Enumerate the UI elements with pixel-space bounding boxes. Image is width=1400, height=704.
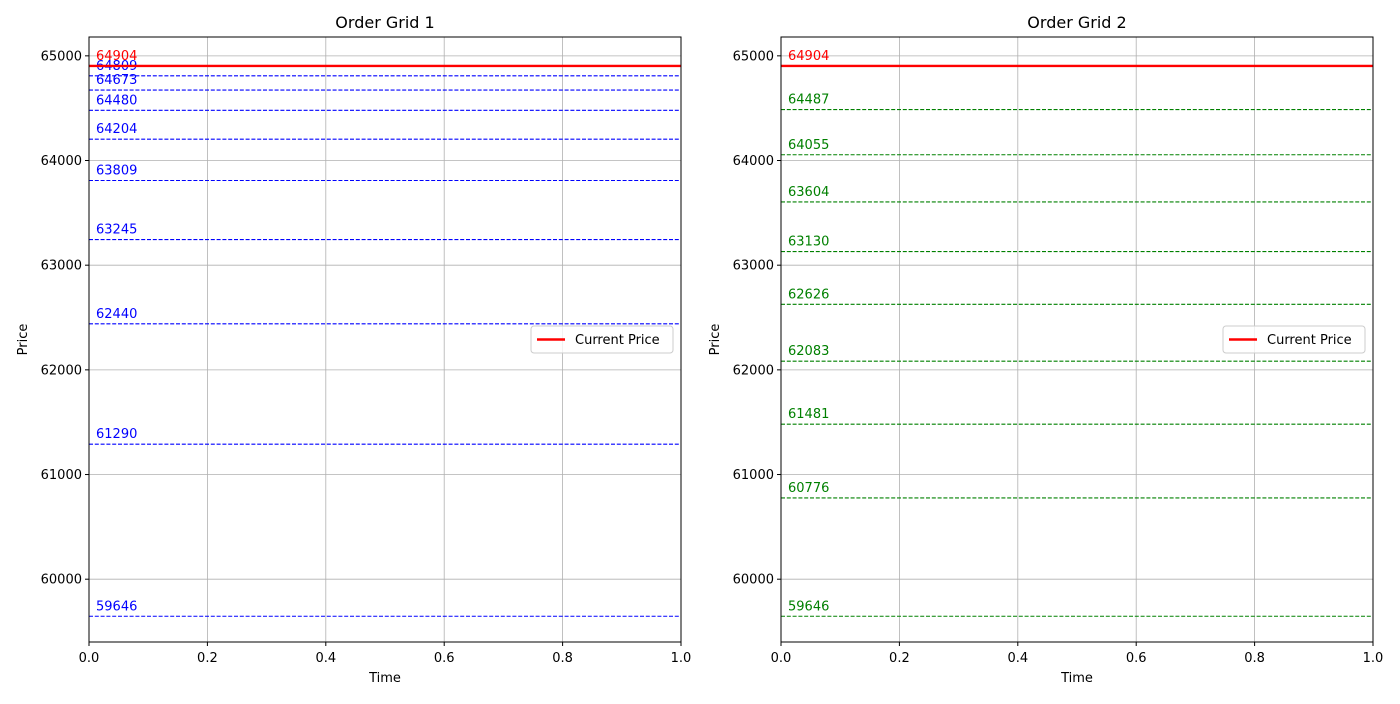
chart-2-order-level-label-0: 64487 — [788, 93, 829, 108]
chart-1-y-tick-label-2: 62000 — [41, 363, 82, 378]
chart-1-legend: Current Price — [530, 325, 674, 354]
chart-1-y-tick-label-5: 65000 — [41, 49, 82, 64]
chart-2-legend-label: Current Price — [1267, 333, 1352, 348]
chart-1-y-axis-label: Price — [16, 324, 31, 356]
chart-2-panel: 64487 64055 63604 63130 62626 62083 61481 60776… — [708, 13, 1383, 686]
chart-1-y-tick-label-4: 64000 — [41, 154, 82, 169]
chart-2-x-tick-label-2: 0.4 — [1007, 651, 1028, 666]
chart-2-x-tick-label-4: 0.8 — [1244, 651, 1265, 666]
chart-1-x-tick-label-2: 0.4 — [315, 651, 336, 666]
chart-2-x-tick-label-0: 0.0 — [771, 651, 792, 666]
chart-2-y-axis-label: Price — [708, 324, 723, 356]
chart-1-order-level-label-1: 64673 — [96, 73, 137, 88]
chart-2-order-level-label-7: 60776 — [788, 481, 829, 496]
chart-1-x-tick-label-3: 0.6 — [434, 651, 455, 666]
chart-2-y-tick-label-3: 63000 — [733, 259, 774, 274]
chart-2-order-level-label-8: 59646 — [788, 599, 829, 614]
chart-2-order-level-label-4: 62626 — [788, 287, 829, 302]
chart-1-y-tick-label-0: 60000 — [41, 573, 82, 588]
chart-2-y-tick-label-2: 62000 — [733, 363, 774, 378]
chart-1-order-level-label-7: 61290 — [96, 427, 137, 442]
chart-1-order-level-label-4: 63809 — [96, 164, 137, 179]
chart-1-current-price-label: 64904 — [96, 49, 137, 64]
chart-1-order-level-label-6: 62440 — [96, 307, 137, 322]
chart-2-title: Order Grid 2 — [1027, 13, 1126, 32]
chart-1-x-tick-label-0: 0.0 — [79, 651, 100, 666]
chart-1-axes-frame — [88, 36, 682, 643]
chart-1-x-axis-label: Time — [368, 671, 401, 686]
chart-2-legend-box — [1222, 325, 1366, 354]
chart-2-order-level-label-1: 64055 — [788, 138, 829, 153]
chart-2-x-tick-label-1: 0.2 — [889, 651, 910, 666]
chart-2-current-price-label: 64904 — [788, 49, 829, 64]
chart-1-order-level-label-2: 64480 — [96, 93, 137, 108]
chart-1-order-level-label-3: 64204 — [96, 122, 137, 137]
chart-1-legend-label: Current Price — [575, 333, 660, 348]
chart-2-order-level-label-3: 63130 — [788, 235, 829, 250]
chart-2-y-tick-label-1: 61000 — [733, 468, 774, 483]
chart-1-y-tick-label-1: 61000 — [41, 468, 82, 483]
chart-1-legend-box — [530, 325, 674, 354]
chart-2-y-tick-label-0: 60000 — [733, 573, 774, 588]
chart-1-order-level-label-8: 59646 — [96, 599, 137, 614]
chart-1-y-tick-label-3: 63000 — [41, 259, 82, 274]
chart-2-x-tick-label-3: 0.6 — [1126, 651, 1147, 666]
chart-1-x-tick-label-5: 1.0 — [671, 651, 692, 666]
chart-2-axes-frame — [780, 36, 1374, 643]
chart-2-y-tick-label-4: 64000 — [733, 154, 774, 169]
chart-2-order-level-label-2: 63604 — [788, 185, 829, 200]
chart-2-order-level-label-6: 61481 — [788, 407, 829, 422]
chart-2-order-level-label-5: 62083 — [788, 344, 829, 359]
chart-1-panel: 6480964673644806420463809632456244061290… — [16, 13, 691, 686]
chart-1-title: Order Grid 1 — [335, 13, 434, 32]
chart-2-legend: Current Price — [1222, 325, 1366, 354]
chart-2-x-axis-label: Time — [1060, 671, 1093, 686]
chart-1-x-tick-label-4: 0.8 — [552, 651, 573, 666]
chart-1-x-tick-label-1: 0.2 — [197, 651, 218, 666]
chart-2-y-tick-label-5: 65000 — [733, 49, 774, 64]
chart-1-order-level-label-5: 63245 — [96, 223, 137, 238]
chart-2-x-tick-label-5: 1.0 — [1363, 651, 1384, 666]
